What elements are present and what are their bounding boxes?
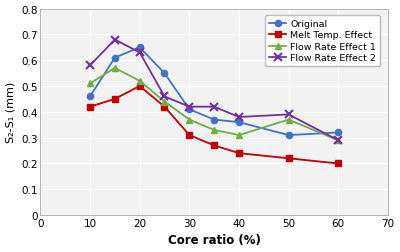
Line: Flow Rate Effect 1: Flow Rate Effect 1 bbox=[87, 66, 341, 144]
Flow Rate Effect 2 bbox=[88, 65, 92, 68]
Melt Temp. Effect bbox=[187, 134, 192, 137]
Original bbox=[336, 132, 341, 135]
Original bbox=[112, 57, 117, 60]
Flow Rate Effect 1 bbox=[286, 119, 291, 122]
Original bbox=[286, 134, 291, 137]
Y-axis label: S₂-S₁ (mm): S₂-S₁ (mm) bbox=[6, 82, 16, 143]
Original bbox=[137, 47, 142, 50]
Melt Temp. Effect bbox=[162, 106, 167, 109]
Original bbox=[88, 96, 92, 99]
Line: Flow Rate Effect 2: Flow Rate Effect 2 bbox=[86, 37, 342, 144]
X-axis label: Core ratio (%): Core ratio (%) bbox=[168, 234, 260, 246]
Melt Temp. Effect bbox=[236, 152, 241, 155]
Flow Rate Effect 1 bbox=[212, 129, 216, 132]
Flow Rate Effect 1 bbox=[112, 67, 117, 70]
Flow Rate Effect 1 bbox=[137, 80, 142, 83]
Flow Rate Effect 2 bbox=[162, 96, 167, 99]
Flow Rate Effect 2 bbox=[112, 39, 117, 42]
Flow Rate Effect 1 bbox=[336, 139, 341, 142]
Original bbox=[187, 108, 192, 111]
Flow Rate Effect 2 bbox=[336, 139, 341, 142]
Flow Rate Effect 1 bbox=[187, 119, 192, 122]
Original bbox=[212, 119, 216, 122]
Melt Temp. Effect bbox=[88, 106, 92, 109]
Flow Rate Effect 2 bbox=[212, 106, 216, 109]
Flow Rate Effect 1 bbox=[162, 101, 167, 104]
Flow Rate Effect 2 bbox=[187, 106, 192, 109]
Legend: Original, Melt Temp. Effect, Flow Rate Effect 1, Flow Rate Effect 2: Original, Melt Temp. Effect, Flow Rate E… bbox=[266, 16, 380, 67]
Flow Rate Effect 2 bbox=[236, 116, 241, 119]
Melt Temp. Effect bbox=[137, 85, 142, 88]
Flow Rate Effect 2 bbox=[137, 52, 142, 55]
Line: Original: Original bbox=[87, 45, 341, 139]
Melt Temp. Effect bbox=[112, 98, 117, 101]
Original bbox=[162, 72, 167, 75]
Melt Temp. Effect bbox=[336, 162, 341, 165]
Flow Rate Effect 2 bbox=[286, 113, 291, 116]
Original bbox=[236, 121, 241, 124]
Line: Melt Temp. Effect: Melt Temp. Effect bbox=[87, 84, 341, 167]
Flow Rate Effect 1 bbox=[236, 134, 241, 137]
Melt Temp. Effect bbox=[212, 144, 216, 147]
Melt Temp. Effect bbox=[286, 157, 291, 160]
Flow Rate Effect 1 bbox=[88, 83, 92, 86]
